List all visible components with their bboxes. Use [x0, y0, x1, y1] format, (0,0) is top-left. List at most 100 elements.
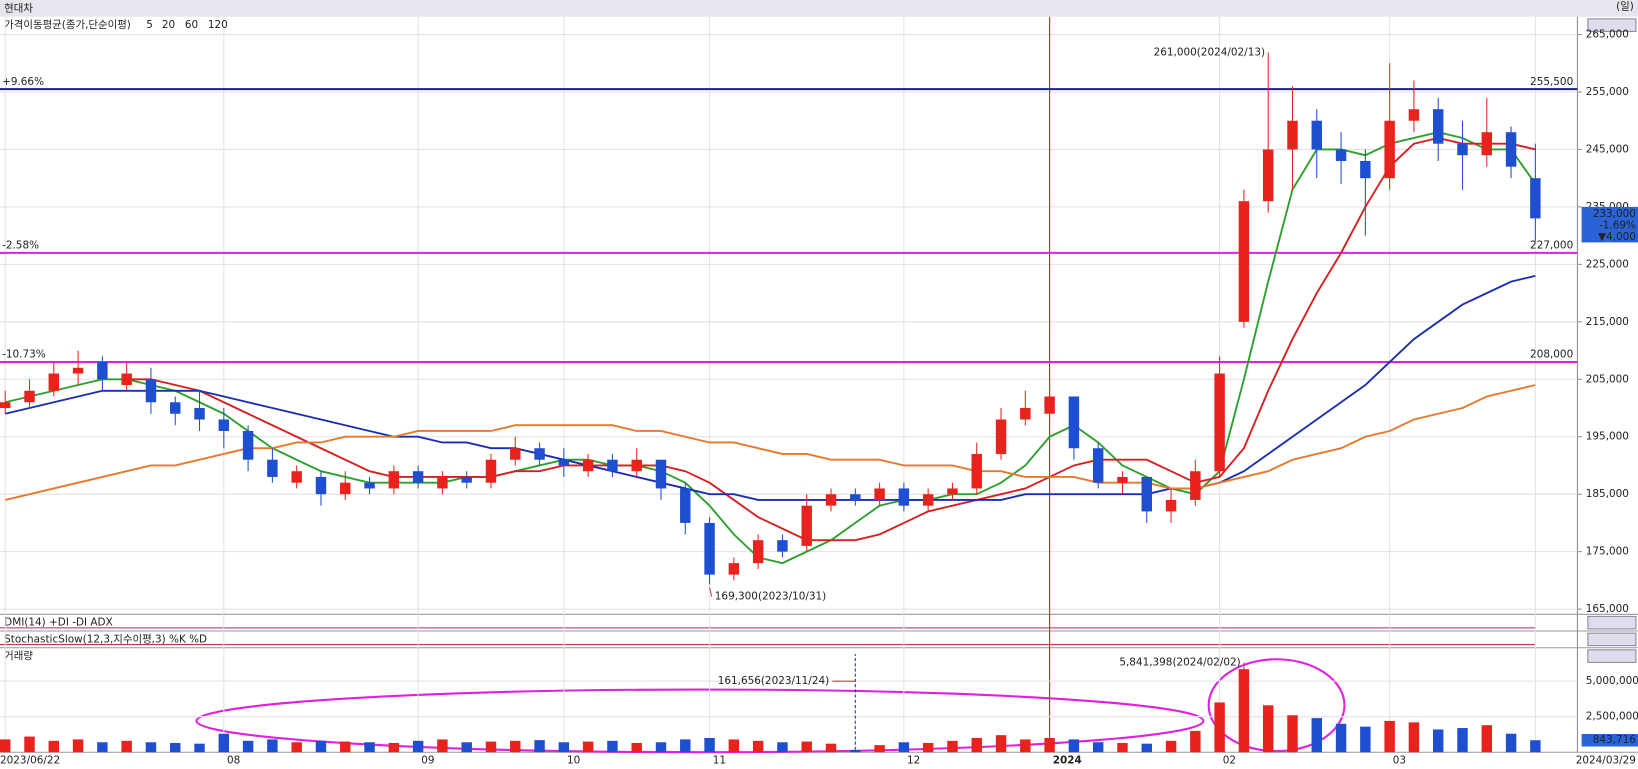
candle-body	[437, 476, 448, 489]
candle-body	[315, 476, 327, 495]
volume-bar	[48, 740, 60, 753]
candle-body	[267, 459, 278, 477]
volume-bar	[97, 742, 108, 753]
candle-body	[607, 459, 618, 472]
panel-button[interactable]	[1587, 615, 1637, 630]
volume-bar	[194, 743, 205, 753]
price-box	[1581, 206, 1638, 243]
candle-body	[582, 459, 594, 472]
volume-bar	[412, 740, 424, 753]
candle-body	[170, 402, 181, 414]
candle-body	[898, 488, 910, 506]
candle-body	[24, 390, 35, 403]
volume-bar	[1044, 737, 1055, 753]
candle-body	[1044, 396, 1055, 414]
volume-bar	[1020, 739, 1031, 753]
volume-bar	[1141, 743, 1152, 753]
candle-body	[1408, 109, 1420, 121]
ma-line	[126, 136, 1536, 542]
volume-bar	[121, 740, 132, 753]
ma-legend: 가격이동평균(종가,단순이평)	[4, 18, 131, 31]
candle-body	[1287, 120, 1298, 150]
candle-body	[510, 448, 521, 460]
level-pct: -10.73%	[2, 349, 46, 361]
candle-body	[412, 471, 424, 483]
volume-bar	[242, 740, 254, 753]
volume-bar	[1117, 742, 1128, 753]
level-pct: -2.58%	[2, 240, 39, 252]
volume-legend: 거래량	[4, 650, 33, 662]
y-tick-label: 175,000	[1586, 546, 1629, 558]
legend-entry: 120	[208, 19, 228, 31]
candle-body	[874, 488, 885, 500]
volume-bar	[582, 741, 594, 753]
y-tick-label: 265,000	[1586, 29, 1629, 41]
candle-body	[534, 448, 545, 460]
volume-bar	[607, 740, 618, 753]
volume-bar	[1262, 705, 1274, 753]
candle-body	[218, 419, 230, 431]
volume-bar	[388, 742, 400, 753]
volume-bar	[728, 739, 740, 753]
candle-body	[1092, 448, 1104, 483]
volume-bar	[72, 739, 84, 753]
candle-body	[194, 408, 205, 420]
annotation: 161,656(2023/11/24)	[718, 675, 829, 687]
volume-bar	[1384, 720, 1395, 753]
volume-bar	[801, 741, 812, 753]
volume-bar	[1165, 740, 1177, 753]
panel-button[interactable]	[1587, 632, 1637, 647]
candle-body	[48, 373, 60, 391]
legend-entry: 60	[185, 19, 198, 31]
x-tick-label: 08	[227, 755, 240, 767]
candle-body	[971, 453, 982, 489]
x-tick-label: 09	[421, 755, 434, 767]
last-price: 233,000	[1593, 208, 1636, 220]
x-tick-label: 12	[907, 755, 920, 767]
chart-title: 현대차	[4, 2, 33, 14]
candle-body	[1432, 109, 1444, 144]
x-tick-label: 11	[713, 755, 726, 767]
volume-bar	[534, 740, 545, 753]
volume-tick-label: 2,500,000	[1586, 711, 1638, 723]
volume-bar	[0, 739, 11, 753]
volume-bar	[874, 745, 885, 753]
candle-body	[1360, 160, 1371, 179]
x-tick-label: 03	[1393, 755, 1406, 767]
volume-bar	[1190, 730, 1201, 753]
panel-buttons	[1587, 18, 1637, 663]
volume-bar	[631, 742, 642, 753]
candle-body	[364, 482, 375, 489]
candle-body	[1141, 476, 1152, 512]
x-tick-label: 10	[567, 755, 580, 767]
candle-body	[1384, 120, 1395, 179]
candle-body	[485, 459, 497, 483]
level-label: 255,500	[1530, 76, 1573, 88]
volume-bar	[145, 742, 157, 753]
volume-bar	[1287, 715, 1298, 753]
volume-bar	[777, 742, 788, 753]
annotation: 5,841,398(2024/02/02)	[1119, 656, 1240, 668]
annotation-leader	[709, 587, 713, 597]
volume-bar	[680, 739, 691, 753]
volume-bar	[850, 749, 861, 753]
volume-bar	[922, 742, 934, 753]
x-tick-label: 2023/06/22	[0, 755, 60, 767]
x-tick-label: 2024/03/29	[1576, 755, 1636, 767]
panel-button[interactable]	[1587, 649, 1637, 663]
candle-body	[72, 367, 84, 374]
last-diff: ▼4,000	[1598, 231, 1636, 243]
volume-bar	[267, 739, 278, 753]
legend-entry: 5	[146, 19, 153, 31]
volume-bar	[461, 742, 472, 753]
volume-bar	[485, 741, 497, 753]
candle-body	[1481, 132, 1493, 156]
volume-bar	[24, 736, 35, 753]
volume-bar	[1238, 669, 1250, 753]
candle-body	[1190, 471, 1201, 500]
panel-button[interactable]	[1587, 18, 1637, 32]
volume-bar	[1432, 729, 1444, 753]
candle-body	[1165, 499, 1177, 512]
volume-bar	[752, 740, 764, 753]
candle-body	[461, 476, 472, 483]
